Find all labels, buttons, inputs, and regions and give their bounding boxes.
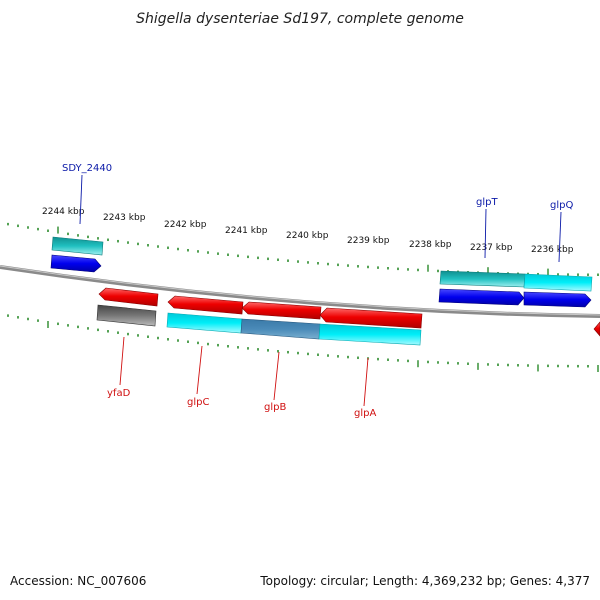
feature-sdy2440-cds[interactable] [50,254,102,273]
feature-glpB-gene[interactable] [240,318,321,340]
feature-yfaD-gene[interactable] [96,304,157,327]
feature-glpT-gene[interactable] [439,270,526,288]
map-title: Shigella dysenteriae Sd197, complete gen… [136,11,464,27]
scale-label-2240: 2240 kbp [286,231,329,241]
scale-label-2243: 2243 kbp [103,213,146,223]
scale-label-2238: 2238 kbp [409,240,452,250]
scale-label-2244: 2244 kbp [42,207,85,217]
gene-label-glpT[interactable]: glpT [476,197,498,208]
feature-glpB-cds[interactable] [241,301,322,320]
feature-glpC-gene[interactable] [166,312,243,334]
gene-label-glpA[interactable]: glpA [354,408,376,419]
outer-tick-ring [7,222,599,276]
feature-sdy2440-gene[interactable] [51,236,104,256]
feature-offscreen-right[interactable] [593,321,600,337]
scale-label-2242: 2242 kbp [164,220,207,230]
genome-backbone [0,265,600,318]
gene-label-sdy2440[interactable]: SDY_2440 [62,163,112,174]
gene-label-glpQ[interactable]: glpQ [550,200,573,211]
scale-label-2241: 2241 kbp [225,226,268,236]
accession-text: Accession: NC_007606 [10,574,147,588]
genome-summary-text: Topology: circular; Length: 4,369,232 bp… [260,574,590,588]
scale-label-2237: 2237 kbp [470,243,513,253]
gene-label-glpC[interactable]: glpC [187,397,209,408]
feature-glpQ-gene[interactable] [523,273,593,292]
feature-glpA-gene[interactable] [318,323,422,346]
feature-glpQ-cds[interactable] [523,291,592,308]
scale-label-2239: 2239 kbp [347,236,390,246]
scale-label-2236: 2236 kbp [531,245,574,255]
feature-glpT-cds[interactable] [438,288,525,306]
feature-glpC-cds[interactable] [167,295,244,315]
gene-label-yfaD[interactable]: yfaD [107,388,131,399]
feature-yfaD-cds[interactable] [98,287,159,307]
gene-label-glpB[interactable]: glpB [264,402,286,413]
inner-tick-ring [7,314,599,372]
feature-glpA-cds[interactable] [319,307,423,329]
